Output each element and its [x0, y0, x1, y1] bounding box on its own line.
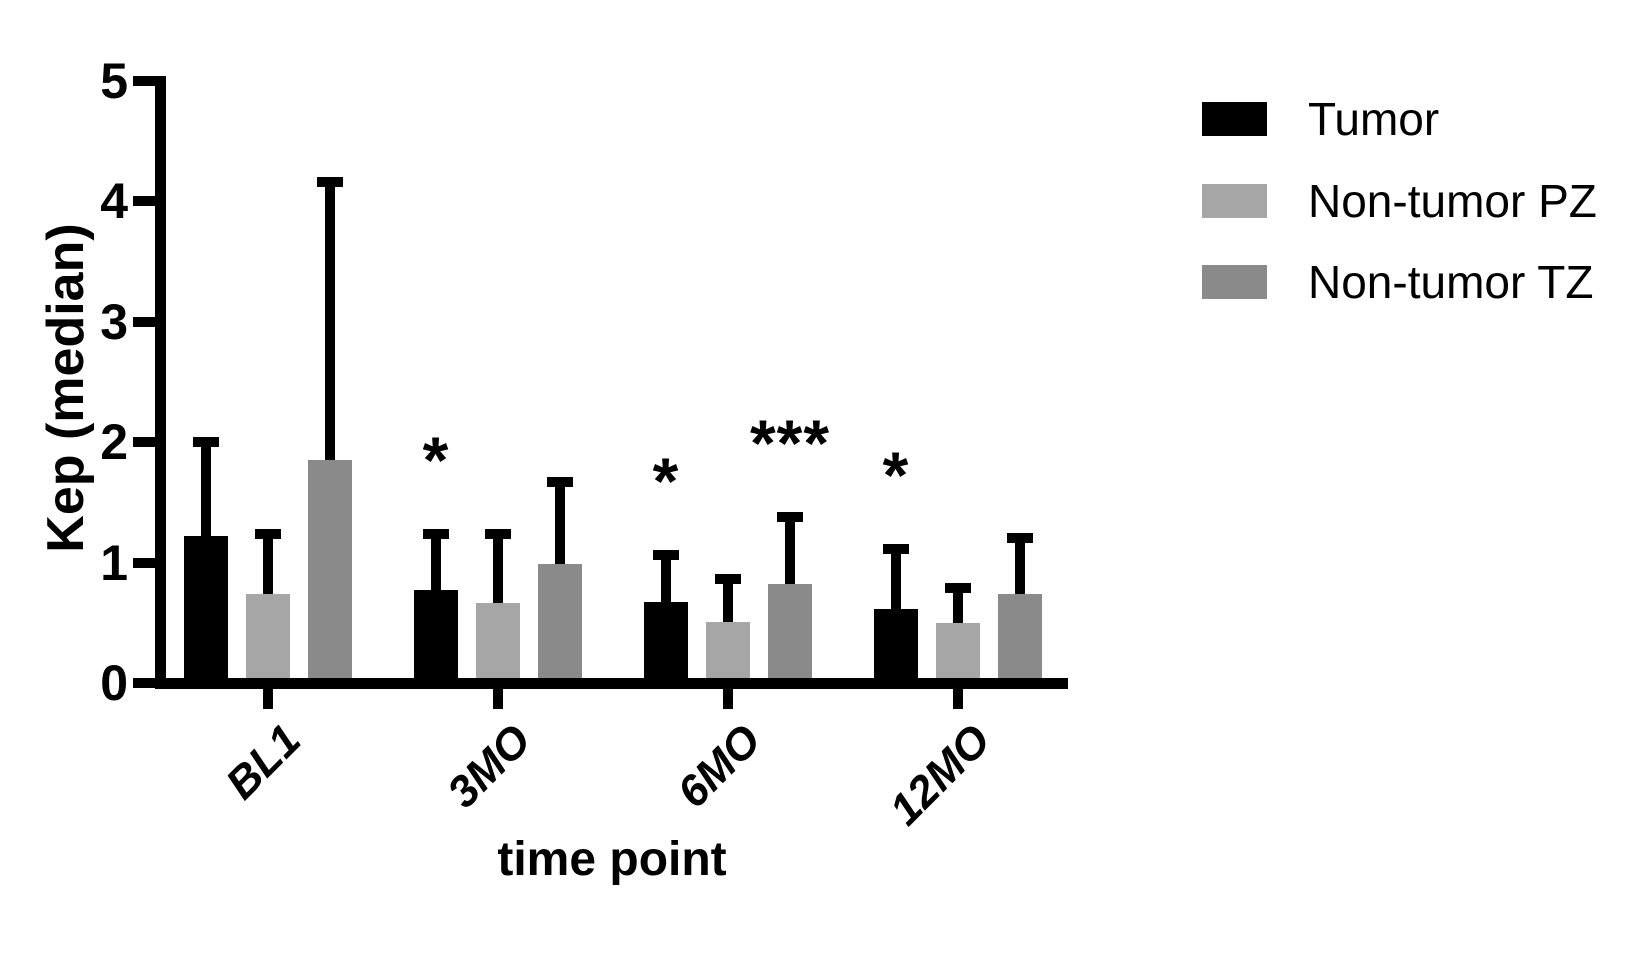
bar-non-tumor-tz-3mo: [538, 563, 582, 683]
bar-non-tumor-tz-12mo: [998, 593, 1042, 683]
x-tick-3mo: [493, 683, 503, 709]
y-axis-title: Kep (median): [37, 223, 95, 553]
error-bar-stem-tumor-6mo: [661, 555, 671, 603]
bar-non-tumor-pz-6mo: [706, 621, 750, 683]
y-tick-label-2: 2: [100, 414, 128, 470]
x-tick-6mo: [723, 683, 733, 709]
error-bar-cap-non-tumor-tz-12mo: [1007, 533, 1033, 544]
error-bar-cap-tumor-bl1: [193, 437, 219, 447]
error-bar-cap-non-tumor-tz-3mo: [547, 476, 573, 487]
error-bar-cap-non-tumor-pz-6mo: [715, 574, 741, 585]
bar-tumor-3mo: [414, 590, 458, 683]
significance-marker-tumor-6mo: *: [652, 444, 680, 519]
significance-marker-tumor-12mo: *: [882, 438, 910, 513]
error-bar-stem-tumor-bl1: [201, 442, 211, 536]
error-bar-stem-non-tumor-pz-12mo: [953, 587, 963, 623]
error-bar-cap-non-tumor-tz-6mo: [777, 511, 803, 522]
error-bar-cap-non-tumor-pz-12mo: [945, 582, 971, 593]
x-axis-line: [155, 678, 1068, 689]
error-bar-stem-non-tumor-tz-12mo: [1015, 538, 1025, 594]
error-bar-stem-tumor-3mo: [431, 533, 441, 591]
bar-non-tumor-pz-bl1: [246, 593, 290, 683]
legend-swatch-tumor: [1202, 102, 1267, 136]
y-axis-line: [155, 76, 166, 689]
legend-label-tumor: Tumor: [1308, 93, 1440, 145]
y-tick-3: [133, 316, 155, 327]
bar-non-tumor-pz-3mo: [476, 603, 520, 683]
error-bar-stem-non-tumor-pz-3mo: [493, 533, 503, 604]
bar-tumor-12mo: [874, 609, 918, 683]
error-bar-cap-non-tumor-pz-3mo: [485, 528, 511, 539]
y-tick-label-1: 1: [100, 534, 128, 591]
x-category-label-bl1: BL1: [216, 715, 310, 809]
y-tick-1: [133, 557, 155, 568]
legend-label-non-tumor-tz: Non-tumor TZ: [1308, 256, 1594, 308]
y-tick-label-4: 4: [100, 173, 128, 229]
error-bar-stem-non-tumor-pz-bl1: [263, 533, 273, 594]
error-bar-stem-tumor-12mo: [891, 549, 901, 610]
x-category-label-12mo: 12MO: [880, 715, 1000, 835]
x-category-label-6mo: 6MO: [667, 715, 770, 818]
error-bar-cap-tumor-6mo: [653, 550, 679, 561]
x-tick-bl1: [263, 683, 273, 709]
significance-marker-tumor-3mo: *: [422, 422, 450, 497]
bar-tumor-6mo: [644, 602, 688, 683]
x-tick-12mo: [953, 683, 963, 709]
error-bar-cap-non-tumor-pz-bl1: [255, 528, 281, 539]
error-bar-stem-non-tumor-pz-6mo: [723, 579, 733, 622]
y-tick-label-0: 0: [100, 655, 128, 711]
x-axis-title: time point: [497, 833, 727, 886]
x-category-label-3mo: 3MO: [437, 715, 540, 818]
error-bar-cap-non-tumor-tz-bl1: [317, 176, 343, 187]
y-tick-label-5: 5: [100, 52, 128, 109]
significance-marker-non-tumor-tz-6mo: ***: [749, 405, 831, 480]
bar-non-tumor-tz-6mo: [768, 584, 812, 683]
error-bar-cap-tumor-3mo: [423, 528, 449, 539]
error-bar-cap-tumor-12mo: [883, 544, 909, 555]
legend-swatch-non-tumor-tz: [1202, 265, 1267, 299]
y-tick-5: [133, 75, 155, 86]
error-bar-stem-non-tumor-tz-bl1: [325, 181, 335, 461]
legend-swatch-non-tumor-pz: [1202, 184, 1267, 218]
bar-non-tumor-pz-12mo: [936, 622, 980, 683]
y-tick-4: [133, 196, 155, 206]
bar-non-tumor-tz-bl1: [308, 460, 352, 683]
y-tick-0: [133, 678, 155, 688]
error-bar-stem-non-tumor-tz-3mo: [555, 481, 565, 564]
y-tick-label-3: 3: [100, 293, 128, 350]
bar-tumor-bl1: [184, 535, 228, 683]
y-tick-2: [133, 437, 155, 447]
legend-label-non-tumor-pz: Non-tumor PZ: [1308, 175, 1597, 227]
error-bar-stem-non-tumor-tz-6mo: [785, 516, 795, 585]
